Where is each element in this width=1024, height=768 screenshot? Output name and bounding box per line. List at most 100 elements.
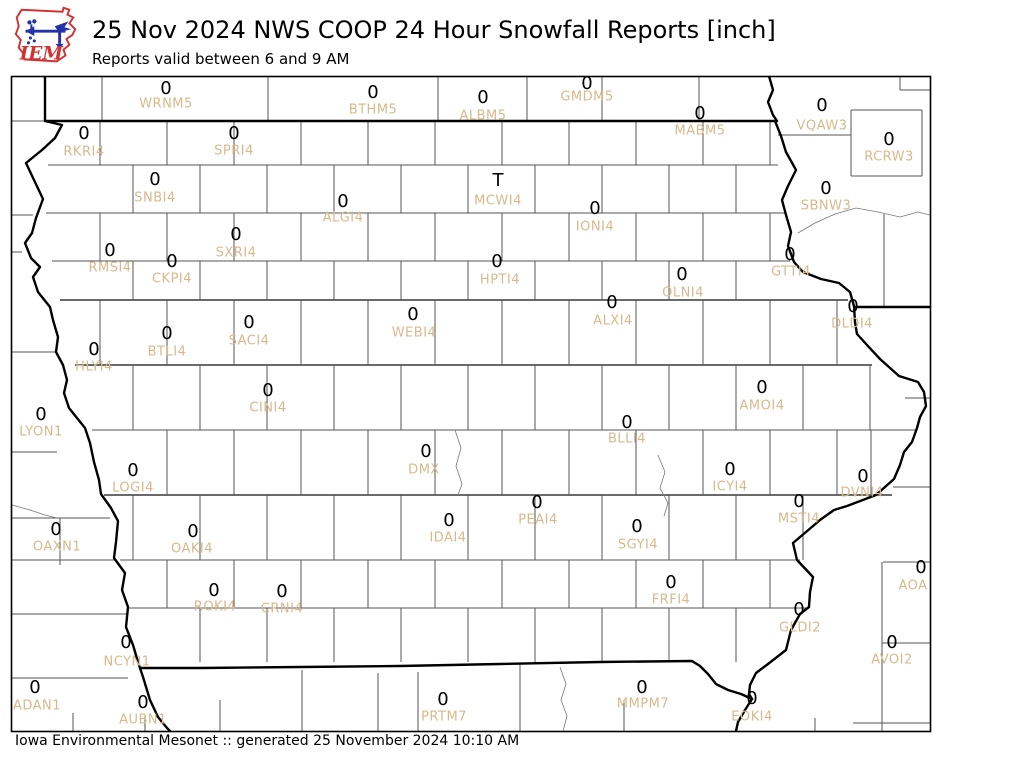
station-value-GTTI4: 0 — [784, 244, 796, 265]
station-value-OAKI4: 0 — [187, 521, 199, 542]
station-value-ADAN1: 0 — [29, 677, 41, 698]
station-value-BTLI4: 0 — [161, 323, 173, 344]
station-value-EOKI4: 0 — [746, 688, 758, 709]
station-id-ALXI4: ALXI4 — [593, 313, 633, 329]
weather-vane-icon — [25, 19, 72, 50]
station-value-AUBN1: 0 — [137, 692, 149, 713]
iowa-outline-icon — [14, 6, 77, 63]
station-id-AMOI4: AMOI4 — [739, 398, 785, 414]
station-value-CRNI4: 0 — [276, 581, 288, 602]
station-id-LOGI4: LOGI4 — [112, 480, 154, 496]
station-id-VQAW3: VQAW3 — [796, 118, 848, 134]
map-border — [10, 75, 932, 733]
station-value-IONI4: 0 — [589, 198, 601, 219]
station-id-BTHM5: BTHM5 — [348, 102, 398, 118]
station-value-SBNW3: 0 — [820, 178, 832, 199]
station-value-DVNI4: 0 — [857, 466, 869, 487]
station-value-CKPI4: 0 — [166, 251, 178, 272]
station-value-AVOI2: 0 — [886, 632, 898, 653]
logo-text: IEM — [19, 43, 64, 64]
station-id-AUBN1: AUBN1 — [119, 712, 167, 728]
station-value-IDAI4: 0 — [443, 510, 455, 531]
station-id-OAKI4: OAKI4 — [170, 541, 214, 557]
station-value-MCWI4: T — [492, 170, 504, 191]
station-id-SGYI4: SGYI4 — [617, 537, 659, 553]
station-id-WEBI4: WEBI4 — [391, 325, 437, 341]
state-borders — [23, 76, 930, 731]
station-id-ROKI4: ROKI4 — [193, 599, 237, 615]
station-id-BTLI4: BTLI4 — [147, 344, 187, 360]
station-id-SNBI4: SNBI4 — [134, 190, 176, 206]
station-id-ALGI4: ALGI4 — [322, 210, 364, 226]
station-id-DLDI4: DLDI4 — [831, 316, 873, 332]
station-id-SPRI4: SPRI4 — [214, 143, 254, 159]
station-value-GLDI2: 0 — [793, 599, 805, 620]
station-value-FRFI4: 0 — [665, 572, 677, 593]
station-value-RMSI4: 0 — [104, 240, 116, 261]
station-value-SACI4: 0 — [243, 312, 255, 333]
page-title: 25 Nov 2024 NWS COOP 24 Hour Snowfall Re… — [92, 16, 776, 44]
station-value-SNBI4: 0 — [149, 169, 161, 190]
station-value-WRNM5: 0 — [160, 78, 172, 99]
station-id-MMPM7: MMPM7 — [616, 696, 670, 712]
station-id-WRNM5: WRNM5 — [139, 96, 193, 112]
station-value-DLDI4: 0 — [847, 296, 859, 317]
station-value-OLNI4: 0 — [676, 264, 688, 285]
creek-lines — [12, 207, 930, 731]
iem-logo: IEM — [14, 6, 77, 64]
station-id-CRNI4: CRNI4 — [260, 601, 304, 617]
station-value-SGYI4: 0 — [631, 516, 643, 537]
station-id-SACI4: SACI4 — [228, 333, 270, 349]
station-value-ALXI4: 0 — [606, 292, 618, 313]
station-value-VQAW3: 0 — [816, 95, 828, 116]
station-value-LOGI4: 0 — [127, 460, 139, 481]
station-value-RKRI4: 0 — [78, 123, 90, 144]
station-id-MSTI4: MSTI4 — [777, 511, 821, 527]
station-id-DMX: DMX — [408, 462, 440, 478]
station-id-CINI4: CINI4 — [249, 400, 287, 416]
station-id-IDAI4: IDAI4 — [429, 530, 467, 546]
station-value-LYON1: 0 — [35, 404, 47, 425]
station-value-PEAI4: 0 — [531, 492, 543, 513]
station-value-SXRI4: 0 — [230, 224, 242, 245]
station-id-GTTI4: GTTI4 — [771, 264, 811, 280]
station-id-LYON1: LYON1 — [19, 424, 63, 440]
station-value-MMPM7: 0 — [636, 677, 648, 698]
station-id-IONI4: IONI4 — [575, 219, 615, 235]
station-id-PRTM7: PRTM7 — [421, 709, 467, 725]
station-value-SPRI4: 0 — [228, 123, 240, 144]
station-value-OAXN1: 0 — [50, 519, 62, 540]
station-id-AOA: AOA — [898, 578, 928, 594]
station-id-RKRI4: RKRI4 — [63, 144, 105, 160]
station-id-MCWI4: MCWI4 — [474, 193, 522, 209]
station-id-EOKI4: EOKI4 — [731, 709, 773, 725]
station-id-SBNW3: SBNW3 — [800, 198, 852, 214]
station-value-CINI4: 0 — [262, 380, 274, 401]
station-value-MABM5: 0 — [694, 103, 706, 124]
station-value-HLYI4: 0 — [88, 339, 100, 360]
station-value-ALGI4: 0 — [337, 191, 349, 212]
station-id-NCYN1: NCYN1 — [103, 654, 151, 670]
station-id-GMDM5: GMDM5 — [560, 89, 614, 105]
county-lines — [12, 76, 930, 731]
station-value-BLLI4: 0 — [621, 412, 633, 433]
station-value-AMOI4: 0 — [756, 377, 768, 398]
station-id-DVNI4: DVNI4 — [840, 485, 884, 501]
station-value-PRTM7: 0 — [437, 689, 449, 710]
station-id-MABM5: MABM5 — [674, 123, 726, 139]
station-id-CKPI4: CKPI4 — [151, 271, 193, 287]
station-id-RMSI4: RMSI4 — [88, 260, 132, 276]
page-subtitle: Reports valid between 6 and 9 AM — [92, 50, 350, 68]
station-id-PEAI4: PEAI4 — [518, 512, 558, 528]
station-id-HPTI4: HPTI4 — [479, 272, 521, 288]
station-id-HLYI4: HLYI4 — [75, 359, 113, 375]
station-id-OLNI4: OLNI4 — [662, 285, 704, 301]
station-value-ICYI4: 0 — [724, 459, 736, 480]
station-id-AVOI2: AVOI2 — [871, 652, 913, 668]
station-id-ICYI4: ICYI4 — [712, 479, 748, 495]
station-value-MSTI4: 0 — [793, 491, 805, 512]
station-id-ALBM5: ALBM5 — [459, 108, 507, 124]
